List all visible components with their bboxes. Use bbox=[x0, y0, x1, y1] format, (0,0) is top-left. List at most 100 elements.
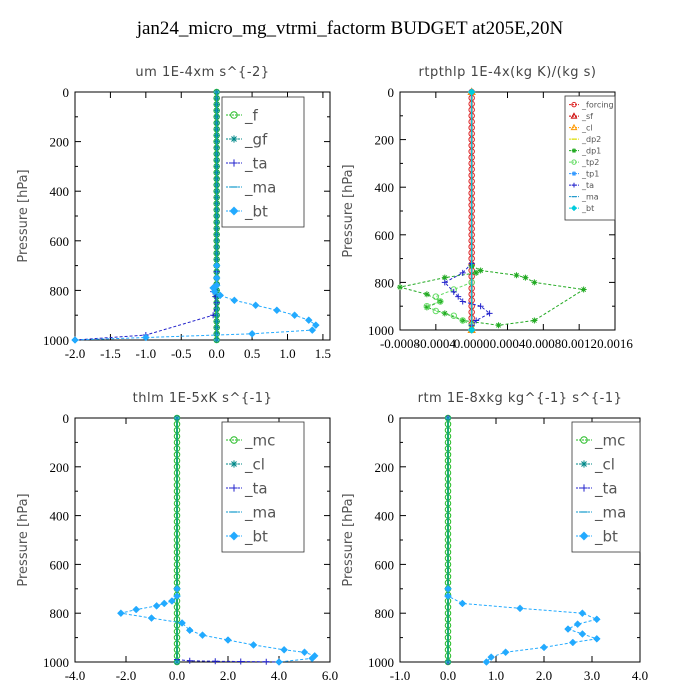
legend-label: _ta bbox=[244, 479, 268, 498]
chart-panel-4: rtm 1E-8xkg kg^{-1} s^{-1} Pressure [hPa]… bbox=[341, 391, 648, 683]
x-tick-label: 4.0 bbox=[632, 668, 648, 683]
figure-title: jan24_micro_mg_vtrmi_factorm BUDGET at20… bbox=[136, 18, 564, 39]
data-point bbox=[467, 88, 476, 96]
chart-panel-1: um 1E-4xm s^{-2} Pressure [hPa] 0 200 400 600… bbox=[16, 65, 331, 361]
x-tick-label: 2.0 bbox=[536, 668, 552, 683]
data-point bbox=[224, 636, 232, 644]
y-tick-label: 400 bbox=[375, 180, 395, 195]
x-tick-label: 3.0 bbox=[584, 668, 600, 683]
y-tick-label: 600 bbox=[375, 228, 395, 243]
data-point bbox=[210, 312, 217, 319]
x-tick-label: 1.0 bbox=[488, 668, 504, 683]
x-tick-label: 0.0016 bbox=[597, 336, 633, 351]
data-point bbox=[290, 311, 299, 320]
series-dp1 bbox=[397, 262, 587, 329]
data-point bbox=[482, 658, 491, 666]
legend-label: _tp2 bbox=[581, 158, 599, 167]
data-point bbox=[531, 279, 538, 286]
panel-title: thlm 1E-5xK s^{-1} bbox=[133, 391, 273, 406]
legend-label: _tp1 bbox=[581, 169, 599, 178]
legend: _mc _cl _ta _ma _bt bbox=[221, 421, 305, 553]
series-bt bbox=[444, 584, 601, 666]
legend-marker bbox=[571, 182, 577, 188]
y-tick-label: 800 bbox=[375, 606, 395, 621]
y-tick-label: 400 bbox=[375, 509, 395, 524]
legend-label: _ta bbox=[581, 181, 594, 190]
x-tick-label: -4.0 bbox=[65, 668, 86, 683]
data-point bbox=[308, 654, 317, 663]
legend-label: _mc bbox=[594, 431, 625, 450]
legend-marker bbox=[230, 159, 238, 167]
panel-title: um 1E-4xm s^{-2} bbox=[135, 65, 269, 80]
series-ta bbox=[441, 260, 493, 329]
data-point bbox=[592, 615, 601, 624]
legend-label: _gf bbox=[244, 130, 268, 149]
data-point bbox=[263, 658, 270, 665]
x-tick-label: -0.0004 bbox=[416, 336, 457, 351]
data-point bbox=[444, 584, 452, 593]
data-point bbox=[459, 317, 466, 324]
legend-box bbox=[221, 421, 305, 553]
data-point bbox=[300, 648, 309, 657]
x-tick-label: -0.0008 bbox=[380, 336, 420, 351]
legend-label: _ta bbox=[244, 154, 268, 173]
y-axis-label: Pressure [hPa] bbox=[341, 164, 356, 257]
data-point bbox=[186, 657, 193, 664]
data-point bbox=[580, 286, 587, 293]
x-tick-label: 1.5 bbox=[315, 346, 331, 361]
legend-label: _bt bbox=[581, 204, 594, 213]
data-point bbox=[487, 653, 496, 661]
series-line bbox=[74, 265, 218, 341]
series-ma bbox=[445, 417, 451, 663]
legend-label: _cl bbox=[581, 123, 593, 132]
legend-label: _sf bbox=[581, 112, 593, 121]
data-point bbox=[432, 307, 440, 315]
data-point bbox=[423, 302, 431, 310]
series-line bbox=[74, 265, 317, 341]
data-point bbox=[248, 329, 256, 338]
data-point bbox=[237, 658, 244, 665]
data-point bbox=[473, 317, 480, 324]
y-tick-label: 800 bbox=[375, 275, 395, 290]
data-point bbox=[230, 296, 239, 305]
legend-marker bbox=[570, 204, 578, 212]
y-axis-label: Pressure [hPa] bbox=[341, 493, 356, 586]
chart-panel-3: thlm 1E-5xK s^{-1} Pressure [hPa] 0 200 400 6… bbox=[16, 391, 338, 683]
data-point bbox=[486, 310, 493, 317]
data-point bbox=[423, 291, 430, 298]
legend: _forcing _sf _cl _dp2 _dp1 _tp2 _tp1 _ta _ma _bt bbox=[564, 95, 616, 221]
legend-marker bbox=[229, 531, 239, 541]
y-tick-label: 0 bbox=[388, 411, 395, 426]
legend-label: _dp1 bbox=[581, 146, 601, 155]
legend-label: _bt bbox=[244, 527, 268, 546]
data-point bbox=[152, 602, 161, 610]
y-tick-label: 400 bbox=[50, 509, 70, 524]
legend-label: _dp2 bbox=[581, 135, 601, 144]
legend-marker bbox=[230, 135, 238, 143]
legend-marker bbox=[571, 159, 577, 165]
data-point bbox=[216, 291, 225, 300]
data-point bbox=[477, 303, 484, 310]
y-tick-label: 600 bbox=[50, 557, 70, 572]
y-tick-label: 400 bbox=[50, 184, 70, 199]
data-point bbox=[573, 620, 582, 629]
x-tick-label: -1.0 bbox=[390, 668, 411, 683]
x-tick-label: 0.0 bbox=[209, 346, 225, 361]
legend: _mc _cl _ta _ma _bt bbox=[571, 421, 641, 553]
legend-marker bbox=[570, 112, 578, 119]
data-point bbox=[71, 336, 79, 344]
y-tick-label: 1000 bbox=[43, 655, 69, 670]
data-point bbox=[450, 312, 457, 319]
panel-title: rtm 1E-8xkg kg^{-1} s^{-1} bbox=[418, 391, 623, 406]
x-tick-label: 1.0 bbox=[279, 346, 295, 361]
legend-label: _mc bbox=[244, 431, 275, 450]
legend-marker bbox=[230, 111, 238, 119]
x-tick-label: 6.0 bbox=[322, 668, 338, 683]
y-tick-label: 800 bbox=[50, 283, 70, 298]
x-tick-label: -2.0 bbox=[116, 668, 137, 683]
data-point bbox=[531, 317, 538, 324]
legend-box bbox=[221, 96, 305, 228]
data-point bbox=[459, 298, 466, 305]
legend-marker bbox=[571, 171, 577, 177]
